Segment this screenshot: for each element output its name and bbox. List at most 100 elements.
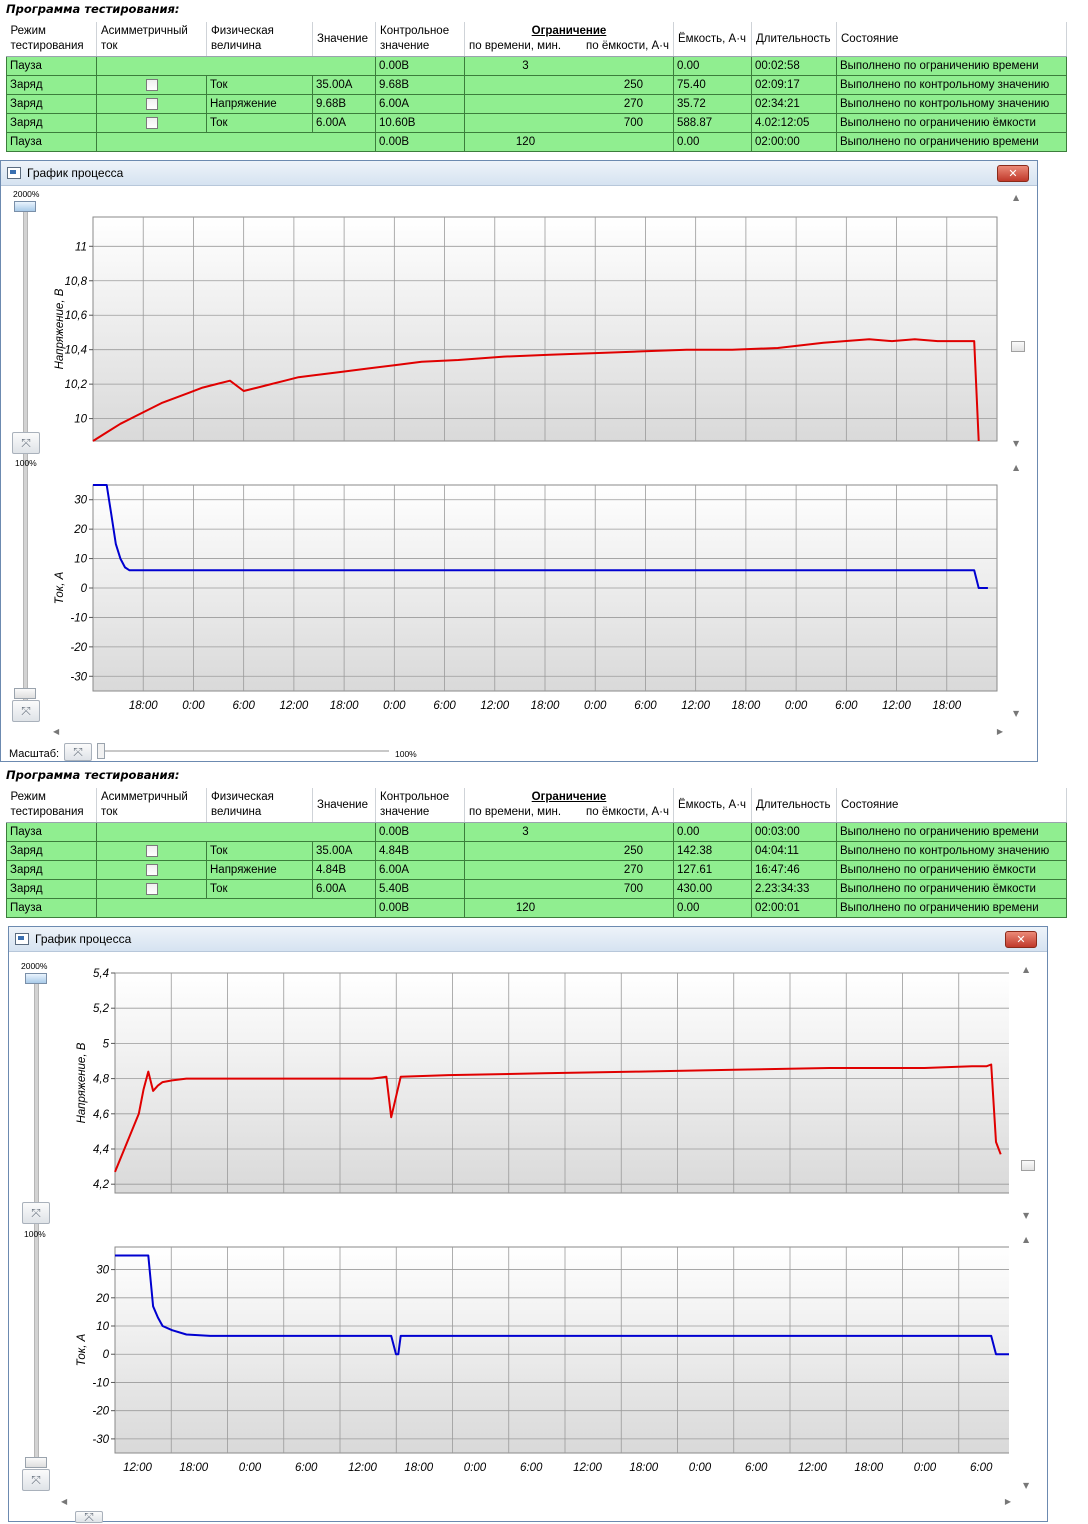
table-row[interactable]: Заряд Ток 6.00А 5.40В 700 430.00 2.23:34… <box>6 879 1067 899</box>
col-control[interactable]: Контрольное значение <box>375 788 465 823</box>
asym-checkbox[interactable] <box>145 116 158 129</box>
scroll-right-icon[interactable]: ▶ <box>996 727 1003 736</box>
zoom-fit-button-lower[interactable]: ⤧ <box>22 1469 50 1491</box>
x-tick-label: 6:00 <box>835 700 858 711</box>
x-tick-label: 0:00 <box>383 700 406 711</box>
x-tick-label: 18:00 <box>404 1462 433 1474</box>
table-row[interactable]: Заряд Напряжение 4.84В 6.00А 270 127.61 … <box>6 860 1067 880</box>
current-vscroll[interactable]: ▲ ▼ <box>1011 463 1025 719</box>
x-tick-label: 18:00 <box>330 700 359 711</box>
y-tick-label: -30 <box>92 1434 109 1446</box>
current-vscroll[interactable]: ▲ ▼ <box>1021 1235 1035 1491</box>
zoom-slider-thumb[interactable] <box>25 973 47 984</box>
scroll-left-icon[interactable]: ◀ <box>53 727 60 736</box>
zoom-slider-thumb-lower[interactable] <box>25 1457 47 1468</box>
x-tick-label: 6:00 <box>970 1462 993 1474</box>
zoom-max-label: 2000% <box>21 961 48 971</box>
zoom-slider-thumb[interactable] <box>14 201 36 212</box>
x-tick-label: 12:00 <box>882 700 911 711</box>
col-asym[interactable]: Асимметричный ток <box>96 22 207 57</box>
horizontal-scrollbar[interactable]: ◀ ▶ <box>53 727 1003 739</box>
horizontal-scrollbar[interactable]: ◀ ▶ <box>61 1497 1011 1509</box>
zoom-fit-button-lower[interactable]: ⤧ <box>12 700 40 722</box>
table-row[interactable]: Заряд Ток 6.00А 10.60В 700 588.87 4.02:1… <box>6 113 1067 133</box>
y-tick-label: 4,6 <box>93 1109 110 1121</box>
window-title: График процесса <box>35 932 132 946</box>
scale-slider-thumb[interactable] <box>97 743 105 759</box>
col-value[interactable]: Значение <box>312 22 376 57</box>
scroll-right-icon[interactable]: ▶ <box>1004 1497 1011 1506</box>
col-mode[interactable]: Режим тестирования <box>6 22 97 57</box>
x-tick-label: 12:00 <box>573 1462 602 1474</box>
scroll-down-icon[interactable]: ▼ <box>1013 709 1020 718</box>
table-row[interactable]: Заряд Ток 35.00А 9.68В 250 75.40 02:09:1… <box>6 75 1067 95</box>
zoom-mid-label: 100% <box>15 458 37 468</box>
scale-slider-track[interactable] <box>105 750 389 752</box>
x-tick-label: 0:00 <box>182 700 205 711</box>
asym-checkbox[interactable] <box>145 844 158 857</box>
col-physical[interactable]: Физическая величина <box>206 22 313 57</box>
asym-checkbox[interactable] <box>145 78 158 91</box>
col-asym[interactable]: Асимметричный ток <box>96 788 207 823</box>
y-axis-label: Ток, А <box>76 1333 88 1366</box>
x-tick-label: 18:00 <box>731 700 760 711</box>
col-limit[interactable]: Ограничение по времени, мин. по ёмкости, А… <box>464 22 674 57</box>
voltage-chart: 10 10,2 10,4 10,6 10,8 11 Напряжение, В <box>54 216 998 442</box>
x-tick-label: 0:00 <box>689 1462 712 1474</box>
asym-checkbox[interactable] <box>145 97 158 110</box>
program-table: Режим тестирования Асимметричный ток Физич… <box>6 788 1067 918</box>
table-row[interactable]: Пауза 0.00В 120 0.00 02:00:00 Выполнено … <box>6 132 1067 152</box>
program-title: Программа тестирования: <box>6 768 180 782</box>
close-button[interactable]: ✕ <box>1005 931 1037 948</box>
col-control[interactable]: Контрольное значение <box>375 22 465 57</box>
asym-checkbox[interactable] <box>145 863 158 876</box>
y-tick-label: -20 <box>92 1406 109 1418</box>
voltage-vscroll[interactable]: ▲ ▼ <box>1021 965 1035 1221</box>
current-series-line <box>115 1254 1009 1356</box>
scroll-down-icon[interactable]: ▼ <box>1023 1211 1030 1220</box>
scroll-down-icon[interactable]: ▼ <box>1023 1481 1030 1490</box>
scroll-down-icon[interactable]: ▼ <box>1013 439 1020 448</box>
col-physical[interactable]: Физическая величина <box>206 788 313 823</box>
col-mode[interactable]: Режим тестирования <box>6 788 97 823</box>
close-button[interactable]: ✕ <box>997 165 1029 182</box>
x-tick-label: 0:00 <box>584 700 607 711</box>
section-2: Программа тестирования: Режим тестировани… <box>0 766 1088 1523</box>
table-row[interactable]: Пауза 0.00В 120 0.00 02:00:01 Выполнено … <box>6 898 1067 918</box>
col-capacity[interactable]: Ёмкость, А·ч <box>673 788 752 823</box>
scale-fit-button[interactable]: ⤧ <box>75 1511 103 1523</box>
table-row[interactable]: Пауза 0.00В 3 0.00 00:02:58 Выполнено по… <box>6 56 1067 76</box>
col-value[interactable]: Значение <box>312 788 376 823</box>
col-state[interactable]: Состояние <box>836 22 1067 57</box>
zoom-fit-button[interactable]: ⤧ <box>12 432 40 454</box>
col-limit[interactable]: Ограничение по времени, мин. по ёмкости, А… <box>464 788 674 823</box>
zoom-fit-button[interactable]: ⤧ <box>22 1202 50 1224</box>
asym-checkbox[interactable] <box>145 882 158 895</box>
x-tick-label: 6:00 <box>295 1462 318 1474</box>
x-tick-label: 0:00 <box>785 700 808 711</box>
scroll-up-icon[interactable]: ▲ <box>1023 1235 1030 1244</box>
scroll-up-icon[interactable]: ▲ <box>1023 965 1030 974</box>
scale-fit-button[interactable]: ⤧ <box>64 743 92 761</box>
col-duration[interactable]: Длительность <box>751 788 837 823</box>
voltage-vscroll[interactable]: ▲ ▼ <box>1011 193 1025 449</box>
scroll-thumb[interactable] <box>1021 1160 1035 1171</box>
program-table: Режим тестирования Асимметричный ток Физич… <box>6 22 1067 152</box>
table-row[interactable]: Заряд Ток 35.00А 4.84В 250 142.38 04:04:… <box>6 841 1067 861</box>
y-tick-label: 10 <box>96 1321 109 1333</box>
scroll-thumb[interactable] <box>1011 341 1025 352</box>
x-tick-label: 18:00 <box>854 1462 883 1474</box>
zoom-slider-thumb-lower[interactable] <box>14 688 36 699</box>
scroll-up-icon[interactable]: ▲ <box>1013 463 1020 472</box>
voltage-series-line <box>92 338 980 442</box>
table-row[interactable]: Пауза 0.00В 3 0.00 00:03:00 Выполнено по… <box>6 822 1067 842</box>
x-tick-label: 12:00 <box>348 1462 377 1474</box>
table-row[interactable]: Заряд Напряжение 9.68В 6.00А 270 35.72 0… <box>6 94 1067 114</box>
col-duration[interactable]: Длительность <box>751 22 837 57</box>
scroll-up-icon[interactable]: ▲ <box>1013 193 1020 202</box>
window-titlebar[interactable]: График процесса ✕ <box>1 161 1037 186</box>
scroll-left-icon[interactable]: ◀ <box>61 1497 68 1506</box>
col-state[interactable]: Состояние <box>836 788 1067 823</box>
col-capacity[interactable]: Ёмкость, А·ч <box>673 22 752 57</box>
window-titlebar[interactable]: График процесса ✕ <box>9 927 1047 952</box>
